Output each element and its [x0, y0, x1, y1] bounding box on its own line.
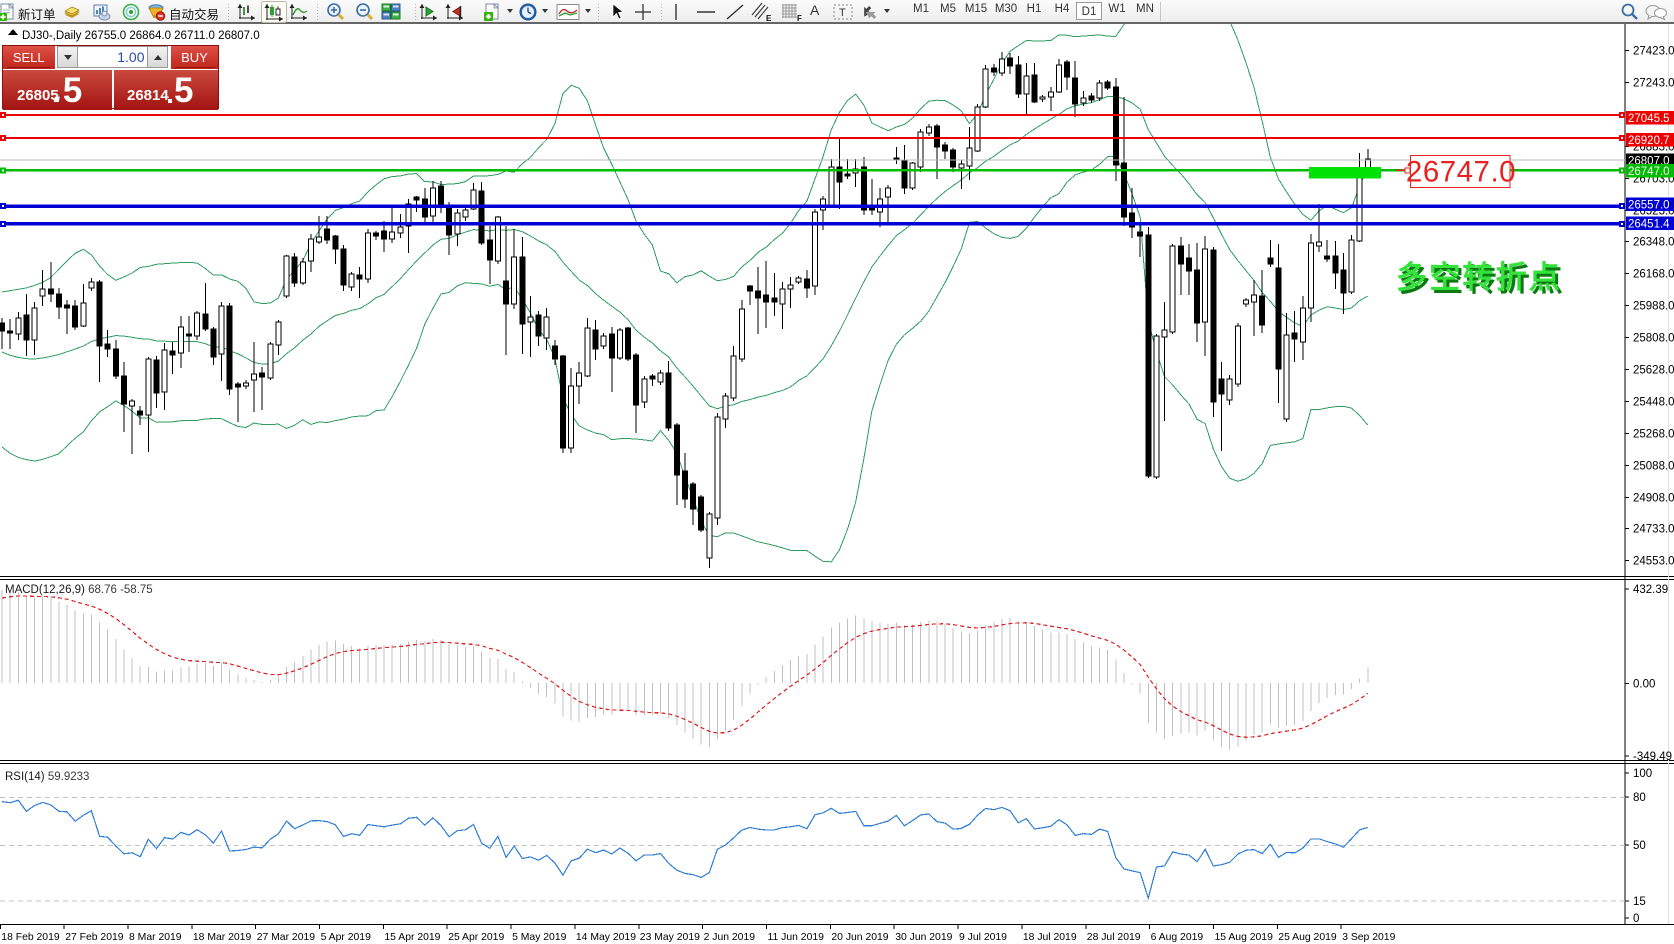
svg-text:MACD(12,26,9) 68.76 -58.75: MACD(12,26,9) 68.76 -58.75 — [5, 584, 153, 596]
svg-text:RSI(14) 59.9233: RSI(14) 59.9233 — [5, 771, 89, 783]
svg-text:E: E — [766, 14, 772, 23]
svg-text:14 May 2019: 14 May 2019 — [576, 932, 636, 943]
svg-text:5 Apr 2019: 5 Apr 2019 — [321, 932, 371, 943]
svg-text:432.39: 432.39 — [1633, 584, 1668, 596]
svg-text:25 Apr 2019: 25 Apr 2019 — [448, 932, 504, 943]
svg-text:DJ30-,Daily 26755.0 26864.0 2: DJ30-,Daily 26755.0 26864.0 26711.0 2680… — [22, 30, 260, 42]
svg-text:18 Feb 2019: 18 Feb 2019 — [1, 932, 60, 943]
svg-text:20 Jun 2019: 20 Jun 2019 — [831, 932, 888, 943]
svg-text:24733.0: 24733.0 — [1633, 523, 1674, 535]
svg-text:25808.0: 25808.0 — [1633, 332, 1674, 344]
svg-text:28 Jul 2019: 28 Jul 2019 — [1087, 932, 1141, 943]
svg-text:24908.0: 24908.0 — [1633, 492, 1674, 504]
svg-text:0: 0 — [1633, 913, 1639, 925]
svg-text:27045.5: 27045.5 — [1628, 113, 1670, 125]
svg-text:25 Aug 2019: 25 Aug 2019 — [1278, 932, 1337, 943]
svg-text:100: 100 — [1633, 768, 1652, 780]
svg-text:6 Aug 2019: 6 Aug 2019 — [1151, 932, 1204, 943]
svg-text:26348.0: 26348.0 — [1633, 237, 1674, 249]
svg-text:26451.4: 26451.4 — [1628, 219, 1670, 231]
svg-text:27423.0: 27423.0 — [1633, 46, 1674, 58]
svg-text:2 Jun 2019: 2 Jun 2019 — [704, 932, 756, 943]
svg-text:27243.0: 27243.0 — [1633, 78, 1674, 90]
svg-text:18 Mar 2019: 18 Mar 2019 — [193, 932, 252, 943]
svg-text:3 Sep 2019: 3 Sep 2019 — [1342, 932, 1395, 943]
svg-text:15 Aug 2019: 15 Aug 2019 — [1215, 932, 1274, 943]
svg-text:F: F — [797, 14, 802, 23]
svg-text:30 Jun 2019: 30 Jun 2019 — [895, 932, 952, 943]
svg-text:-349.49: -349.49 — [1633, 751, 1672, 763]
svg-text:0.00: 0.00 — [1633, 678, 1655, 690]
svg-text:18 Jul 2019: 18 Jul 2019 — [1023, 932, 1077, 943]
svg-text:25988.0: 25988.0 — [1633, 301, 1674, 313]
svg-text:11 Jun 2019: 11 Jun 2019 — [768, 932, 825, 943]
svg-text:15: 15 — [1633, 896, 1646, 908]
svg-text:25088.0: 25088.0 — [1633, 460, 1674, 472]
svg-text:27 Mar 2019: 27 Mar 2019 — [257, 932, 316, 943]
svg-text:26920.7: 26920.7 — [1628, 135, 1670, 147]
svg-text:多空转折点: 多空转折点 — [1396, 260, 1562, 295]
svg-text:26747.0: 26747.0 — [1406, 156, 1516, 189]
svg-text:15 Apr 2019: 15 Apr 2019 — [384, 932, 440, 943]
svg-text:26557.0: 26557.0 — [1628, 200, 1670, 212]
svg-text:27 Feb 2019: 27 Feb 2019 — [65, 932, 124, 943]
svg-text:80: 80 — [1633, 792, 1646, 804]
svg-text:26747.0: 26747.0 — [1628, 166, 1670, 178]
svg-text:9 Jul 2019: 9 Jul 2019 — [959, 932, 1007, 943]
svg-text:25448.0: 25448.0 — [1633, 396, 1674, 408]
svg-text:25628.0: 25628.0 — [1633, 364, 1674, 376]
svg-text:26168.0: 26168.0 — [1633, 269, 1674, 281]
svg-text:T: T — [839, 7, 846, 19]
svg-text:24553.0: 24553.0 — [1633, 555, 1674, 567]
svg-text:5 May 2019: 5 May 2019 — [512, 932, 567, 943]
svg-text:25268.0: 25268.0 — [1633, 428, 1674, 440]
svg-text:50: 50 — [1633, 840, 1646, 852]
svg-text:8 Mar 2019: 8 Mar 2019 — [129, 932, 182, 943]
svg-text:23 May 2019: 23 May 2019 — [640, 932, 700, 943]
